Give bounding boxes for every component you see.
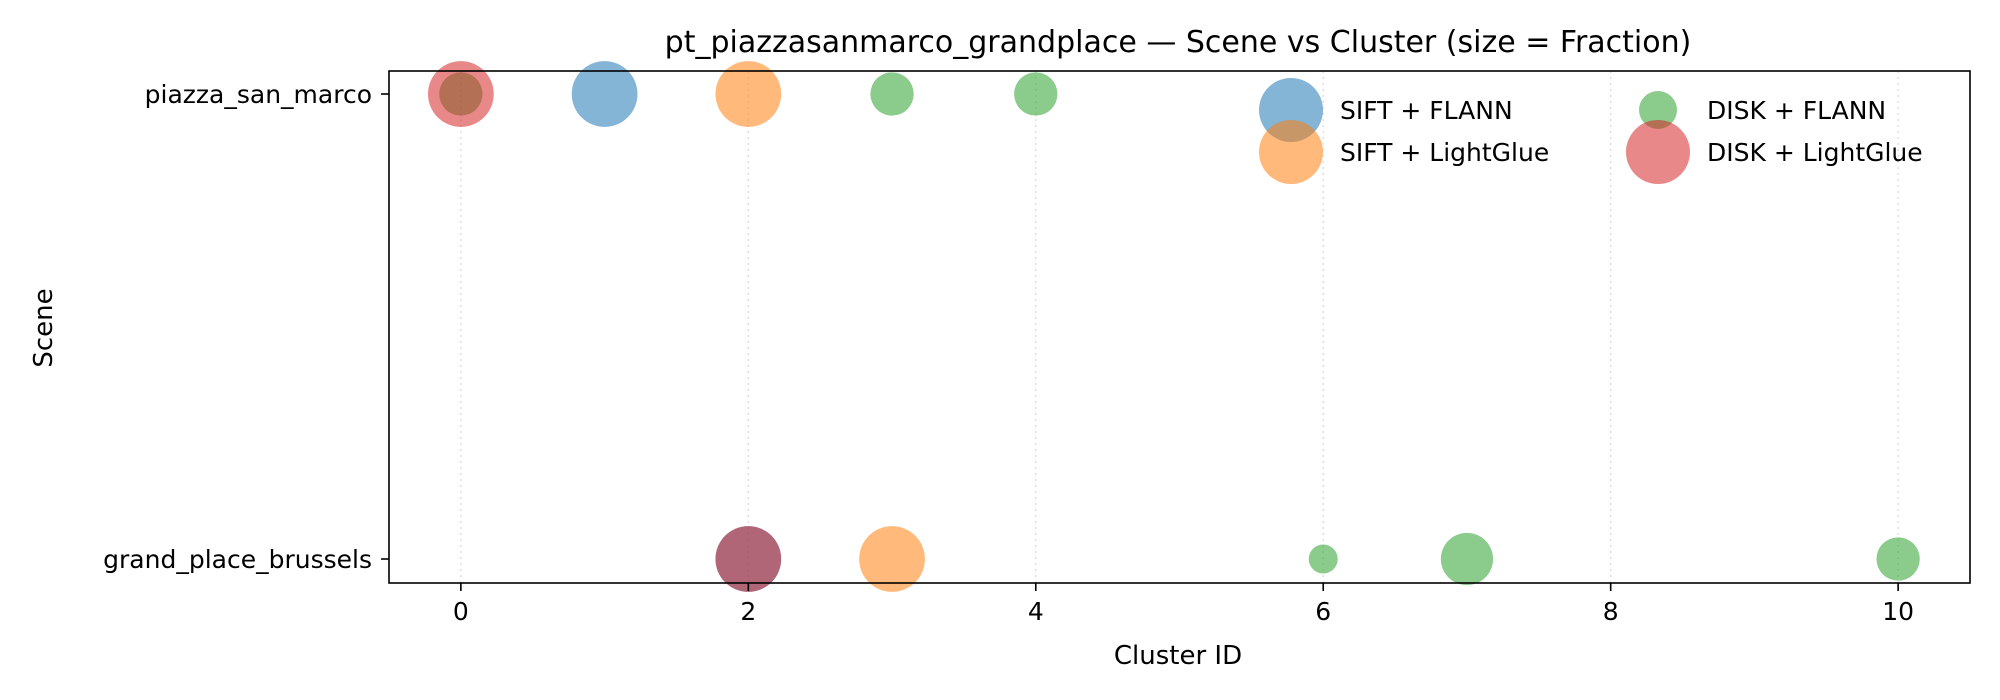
grid (460, 71, 1899, 583)
y-tick-label: piazza_san_marco (145, 80, 372, 109)
x-axis-label: Cluster ID (1114, 641, 1242, 671)
legend-marker (1626, 120, 1690, 184)
y-axis-label: Scene (29, 288, 59, 367)
legend-marker (1259, 120, 1323, 184)
chart-title: pt_piazzasanmarco_grandplace — Scene vs … (665, 25, 1692, 60)
legend-label: SIFT + LightGlue (1340, 138, 1549, 167)
data-point (571, 61, 638, 127)
legend-label: DISK + LightGlue (1707, 138, 1923, 167)
data-point (1440, 532, 1494, 586)
x-tick-label: 2 (740, 597, 756, 626)
legend: SIFT + FLANN SIFT + LightGlue DISK + FLANN… (1259, 78, 1923, 184)
x-tick-label: 0 (453, 597, 469, 626)
legend-label: DISK + FLANN (1707, 96, 1886, 125)
x-axis: 0 2 4 6 8 10 (453, 583, 1914, 626)
data-points (427, 61, 1920, 592)
data-point (859, 526, 925, 592)
data-point (870, 72, 914, 116)
x-tick-label: 8 (1603, 597, 1619, 626)
x-tick-label: 10 (1882, 597, 1914, 626)
legend-marker (1639, 91, 1677, 129)
y-axis: piazza_san_marco grand_place_brussels (103, 80, 389, 574)
plot-area (388, 70, 1971, 584)
legend-label: SIFT + FLANN (1340, 96, 1513, 125)
y-tick-label: grand_place_brussels (103, 545, 372, 574)
data-point (1308, 544, 1338, 574)
x-tick-label: 6 (1315, 597, 1331, 626)
data-point (1876, 537, 1920, 581)
data-point (1014, 72, 1058, 116)
data-point (715, 526, 782, 592)
data-point (715, 61, 782, 127)
x-tick-label: 4 (1028, 597, 1044, 626)
data-point (427, 61, 494, 127)
